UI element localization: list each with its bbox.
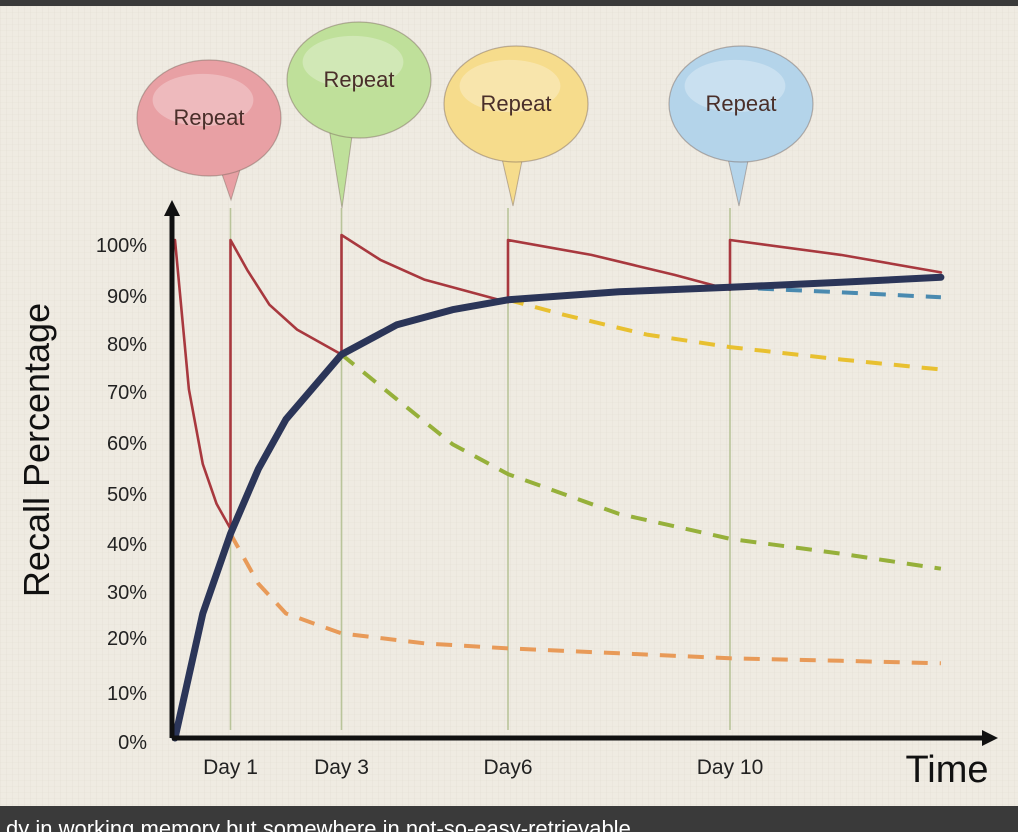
- x-tick-label-1: Day 1: [203, 756, 258, 779]
- x-tick-label-3: Day 3: [314, 756, 369, 779]
- y-tick-label-100: 100%: [96, 235, 147, 257]
- series-line-4: [340, 352, 942, 571]
- repeat-bubble-highlight: [302, 35, 404, 89]
- caption-text: dy in working memory but somewhere in no…: [6, 816, 631, 832]
- repeat-bubble-body: [443, 45, 589, 163]
- repeat-bubble-body: [286, 21, 432, 139]
- y-tick-label-0: 0%: [118, 732, 147, 754]
- y-tick-label-70: 70%: [107, 382, 147, 404]
- y-tick-label-10: 10%: [107, 683, 147, 705]
- x-axis-arrow: [982, 730, 998, 746]
- caption-strip: dy in working memory but somewhere in no…: [0, 806, 1018, 832]
- forgetting-curve-chart: 0% 10% 20% 30% 40% 50% 60% 70% 80% 90% 100% Day 1 Da…: [0, 0, 1018, 806]
- x-axis-label: Time: [905, 749, 988, 791]
- repeat-bubble-4: Repeat: [668, 45, 814, 207]
- series-line-3: [228, 532, 941, 666]
- repeat-bubble-label: Repeat: [481, 91, 552, 116]
- series-line-1: [171, 273, 945, 742]
- repeat-bubble-label: Repeat: [174, 105, 245, 130]
- repeat-bubble-2: Repeat: [286, 21, 432, 209]
- x-tick-label-10: Day 10: [697, 756, 764, 779]
- repeat-bubble-highlight: [684, 59, 786, 113]
- y-tick-label-40: 40%: [107, 534, 147, 556]
- repeat-bubble-1: Repeat: [136, 59, 282, 202]
- repeat-bubble-3: Repeat: [443, 45, 589, 207]
- repeat-bubble-body: [136, 59, 282, 177]
- y-tick-label-80: 80%: [107, 334, 147, 356]
- y-tick-label-50: 50%: [107, 484, 147, 506]
- repeat-bubble-highlight: [459, 59, 561, 113]
- repeat-bubble-highlight: [152, 73, 254, 127]
- top-border: [0, 0, 1018, 6]
- x-tick-label-6: Day6: [483, 756, 532, 779]
- y-tick-label-90: 90%: [107, 286, 147, 308]
- y-tick-label-60: 60%: [107, 433, 147, 455]
- y-tick-label-30: 30%: [107, 582, 147, 604]
- repeat-bubble-label: Repeat: [706, 91, 777, 116]
- y-tick-label-20: 20%: [107, 628, 147, 650]
- repeat-bubble-body: [668, 45, 814, 163]
- y-axis-label: Recall Percentage: [16, 303, 57, 597]
- y-axis-arrow: [164, 200, 180, 216]
- repeat-bubble-label: Repeat: [324, 67, 395, 92]
